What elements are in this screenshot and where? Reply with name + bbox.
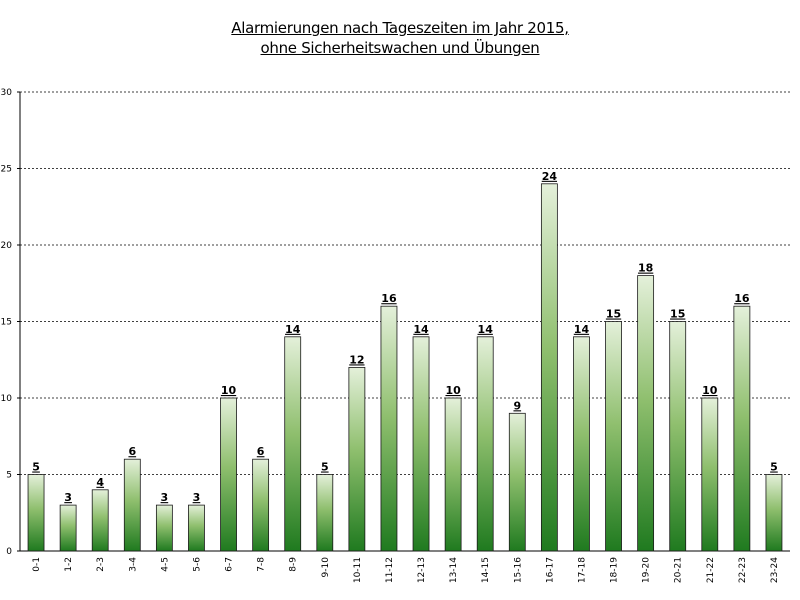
y-tick-label: 5 — [6, 471, 12, 481]
x-tick-labels: 0-1 1-2 2-3 3-4 4-5 5-6 6-7 7-8 8-9 9-10 10-11 11-1… — [32, 557, 780, 583]
value-label: 3 — [64, 491, 72, 504]
x-tick-label: 6-7 — [225, 557, 235, 572]
x-tick-label: 16-17 — [545, 557, 555, 583]
y-tick-label: 20 — [1, 241, 13, 251]
bar — [348, 366, 366, 552]
x-tick-label: 14-15 — [481, 557, 491, 583]
bar — [669, 321, 687, 552]
value-label: 18 — [638, 262, 653, 275]
bar — [605, 321, 622, 552]
value-labels: 5 3 4 6 3 3 10 6 14 5 12 16 14 10 14 9 24 14 15 18 15 10 16 5 — [32, 170, 778, 504]
bar — [123, 458, 141, 552]
value-label: 10 — [445, 384, 461, 397]
y-tick-label: 0 — [6, 547, 12, 557]
value-label: 5 — [32, 461, 40, 474]
x-tick-label: 4-5 — [160, 557, 170, 572]
bar — [380, 305, 398, 552]
value-label: 14 — [413, 323, 429, 336]
y-tick-label: 30 — [1, 88, 13, 98]
value-label: 10 — [221, 384, 237, 397]
bar — [444, 397, 462, 552]
x-tick-label: 7-8 — [257, 557, 267, 572]
bar — [476, 336, 494, 552]
grid-lines — [20, 91, 790, 475]
bar — [252, 458, 270, 552]
bar — [284, 336, 302, 552]
bar — [188, 504, 205, 552]
bar — [316, 474, 334, 552]
bar — [91, 489, 109, 552]
value-label: 4 — [96, 476, 104, 489]
bar — [733, 305, 751, 552]
value-label: 16 — [734, 292, 750, 305]
bar — [765, 474, 783, 552]
value-label: 3 — [193, 491, 201, 504]
x-tick-label: 0-1 — [32, 557, 42, 572]
value-label: 14 — [478, 323, 494, 336]
value-label: 3 — [161, 491, 169, 504]
bars — [27, 183, 783, 552]
axes — [17, 91, 790, 552]
value-label: 10 — [702, 384, 718, 397]
y-tick-label: 10 — [1, 394, 13, 404]
x-tick-label: 1-2 — [64, 557, 74, 572]
bar — [220, 397, 237, 552]
value-label: 12 — [349, 353, 364, 366]
x-tick-label: 10-11 — [353, 557, 363, 583]
x-tick-label: 5-6 — [192, 557, 202, 572]
bar — [412, 336, 430, 552]
x-tick-label: 3-4 — [128, 557, 138, 572]
x-tick-label: 12-13 — [417, 557, 427, 583]
bar — [155, 504, 173, 552]
x-tick-label: 22-23 — [738, 557, 748, 583]
x-tick-label: 8-9 — [289, 557, 299, 572]
y-tick-label: 15 — [1, 318, 12, 328]
value-label: 16 — [381, 292, 397, 305]
value-label: 6 — [128, 445, 136, 458]
x-tick-label: 23-24 — [770, 557, 780, 583]
x-tick-label: 17-18 — [577, 557, 587, 583]
y-tick-labels: 0 5 10 15 20 25 30 — [1, 88, 13, 557]
value-label: 14 — [574, 323, 590, 336]
x-tick-label: 20-21 — [674, 557, 684, 583]
chart-title-line-2: ohne Sicherheitswachen und Übungen — [260, 39, 540, 57]
x-tick-label: 15-16 — [513, 557, 523, 583]
x-tick-label: 11-12 — [385, 557, 395, 583]
value-label: 5 — [321, 461, 329, 474]
x-tick-label: 18-19 — [610, 557, 620, 583]
bar — [508, 412, 526, 552]
chart-title: Alarmierungen nach Tageszeiten im Jahr 2… — [0, 18, 800, 58]
x-tick-label: 21-22 — [706, 557, 716, 583]
x-tick-label: 13-14 — [449, 557, 459, 583]
bar — [637, 275, 655, 552]
value-label: 5 — [770, 461, 778, 474]
x-tick-label: 9-10 — [321, 557, 331, 578]
bar — [540, 183, 558, 552]
value-label: 24 — [542, 170, 558, 183]
value-label: 15 — [606, 308, 621, 321]
bar — [573, 336, 590, 552]
x-tick-label: 2-3 — [96, 557, 106, 572]
chart-title-line-1: Alarmierungen nach Tageszeiten im Jahr 2… — [231, 19, 569, 37]
bar — [27, 474, 45, 552]
x-tick-label: 19-20 — [642, 557, 652, 583]
bar — [701, 397, 719, 552]
y-tick-label: 25 — [1, 165, 12, 175]
value-label: 15 — [670, 308, 685, 321]
value-label: 6 — [257, 445, 265, 458]
value-label: 9 — [513, 399, 521, 412]
value-label: 14 — [285, 323, 301, 336]
bar — [59, 504, 77, 552]
